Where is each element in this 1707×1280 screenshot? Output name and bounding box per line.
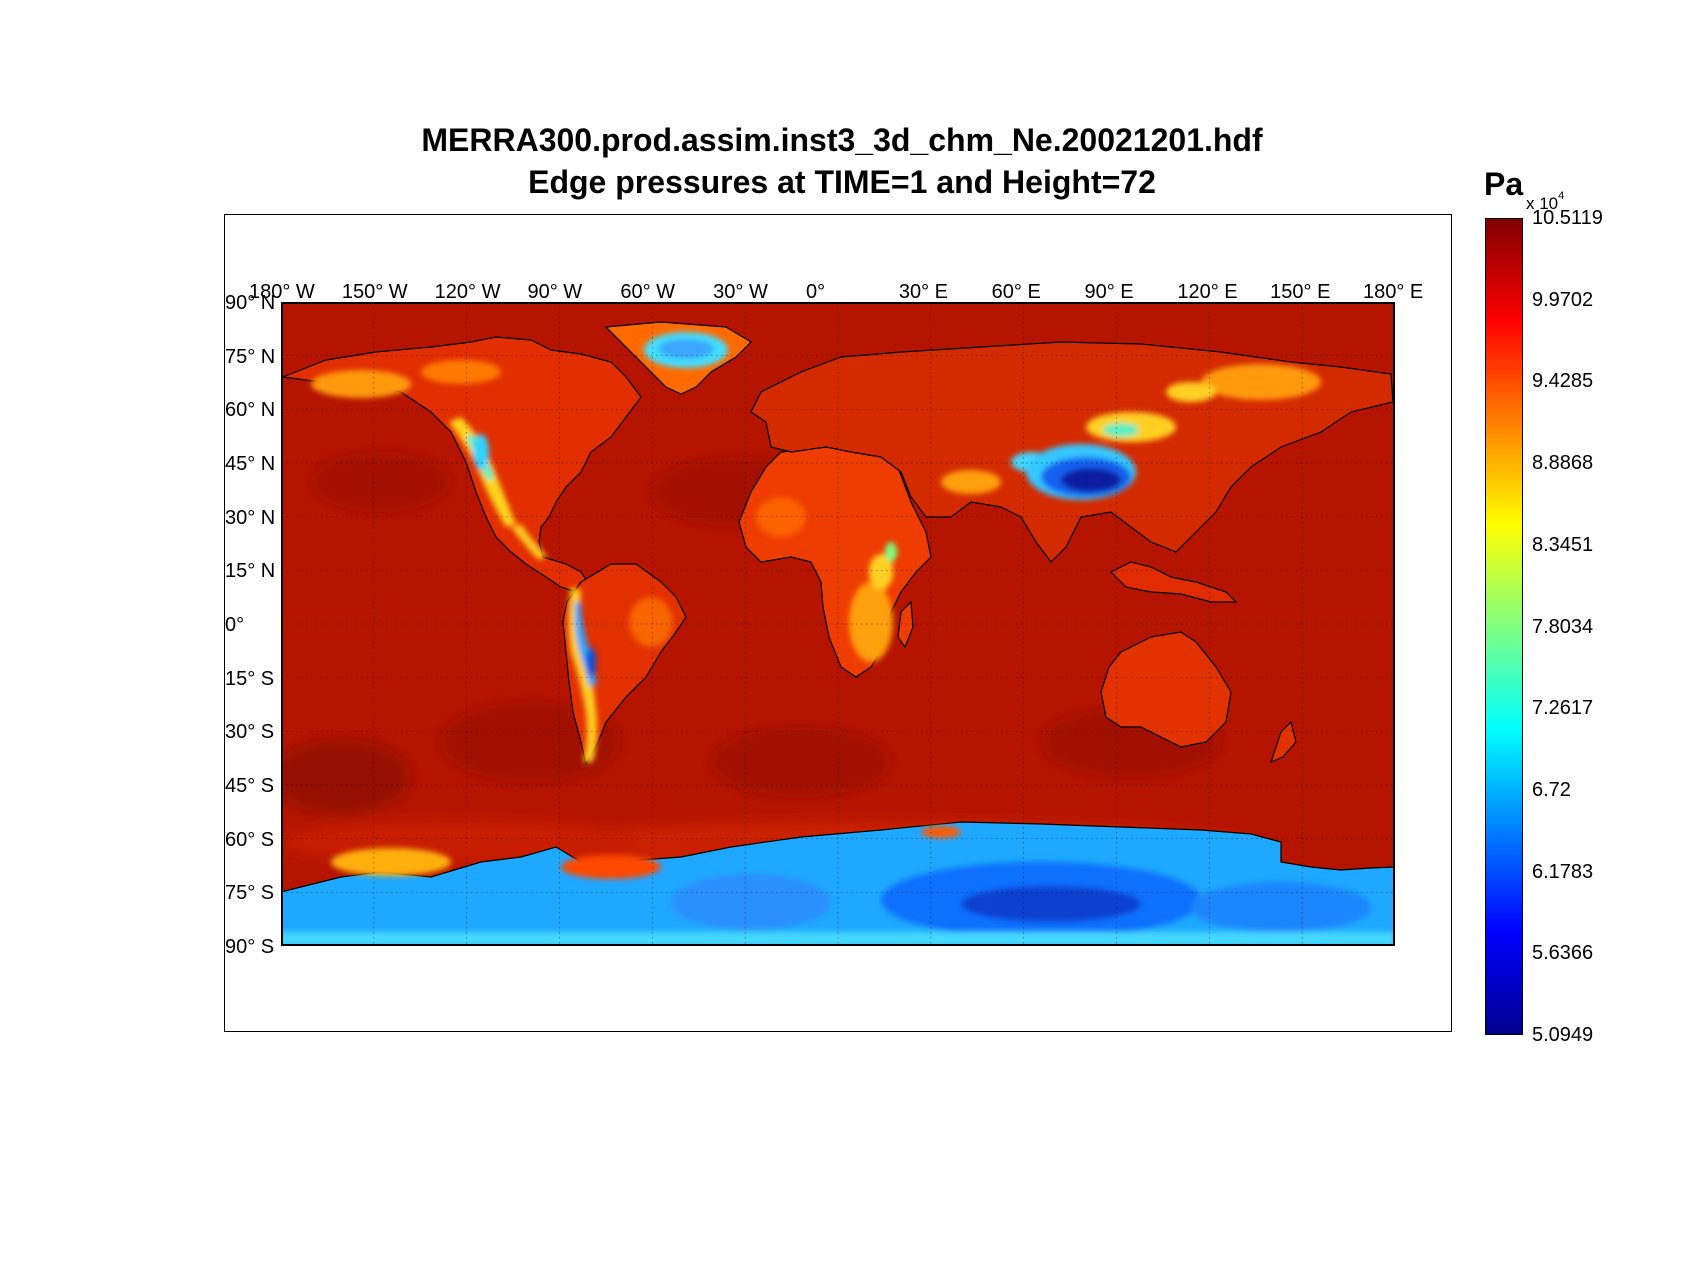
colorbar-scale: x 104 — [1526, 190, 1565, 213]
longitude-label: 120° E — [1177, 281, 1238, 303]
map-border — [281, 302, 1395, 946]
colorbar-tick-label: 5.6366 — [1532, 942, 1594, 965]
latitude-label: 75° N — [225, 345, 276, 368]
longitude-label: 60° E — [991, 281, 1041, 303]
colorbar-tick-label: 5.0949 — [1532, 1024, 1594, 1046]
longitude-label: 150° E — [1270, 281, 1331, 303]
latitude-label: 45° S — [225, 775, 275, 797]
colorbar-unit: Pa — [1484, 166, 1524, 202]
north-america — [281, 336, 642, 593]
latitude-label: 60° S — [225, 828, 275, 851]
latitude-label: 30° N — [225, 506, 276, 529]
colorbar-tick-label: 8.8868 — [1532, 452, 1594, 475]
longitude-label: 150° W — [341, 281, 408, 303]
chart-subtitle: Edge pressures at TIME=1 and Height=72 — [528, 164, 1156, 200]
colorbar-tick-label: 6.72 — [1532, 778, 1571, 801]
graticule — [281, 302, 1395, 946]
latitude-label: 45° N — [225, 453, 276, 475]
latitude-label: 30° S — [225, 721, 275, 744]
colorbar-tick-label: 9.4285 — [1532, 370, 1594, 393]
longitude-label: 180° E — [1363, 281, 1424, 303]
colorbar-tick-label: 6.1783 — [1532, 860, 1594, 883]
australia — [1100, 631, 1232, 748]
latitude-label: 15° N — [225, 560, 276, 583]
longitude-label: 90° E — [1084, 281, 1134, 303]
longitude-label: 30° W — [713, 281, 768, 303]
colorbar-tick-label: 7.2617 — [1532, 697, 1594, 720]
latitude-label: 90° S — [225, 936, 275, 958]
southeast-asia-islands — [1109, 561, 1238, 603]
longitude-label: 60° W — [620, 281, 676, 303]
longitude-label: 0° — [806, 281, 826, 303]
latitude-label: 75° S — [225, 882, 275, 905]
new-zealand — [1270, 720, 1297, 764]
map-plot — [281, 302, 1395, 946]
colorbar-tick-label: 7.8034 — [1532, 615, 1594, 638]
longitude-label: 120° W — [434, 281, 501, 303]
colorbar-tick-label: 10.5119 — [1532, 207, 1603, 229]
latitude-label: 60° N — [225, 399, 276, 422]
latitude-label: 0° — [225, 614, 245, 636]
colorbar — [1485, 218, 1523, 1035]
colorbar-tick-label: 8.3451 — [1532, 533, 1594, 556]
colorbar-tick-label: 9.9702 — [1532, 288, 1594, 311]
longitude-label: 30° E — [898, 281, 948, 303]
latitude-label: 15° S — [225, 667, 275, 690]
longitude-label: 180° W — [249, 281, 315, 303]
madagascar — [897, 600, 914, 649]
latitude-label: 90° N — [225, 292, 276, 314]
chart-title: MERRA300.prod.assim.inst3_3d_chm_Ne.2002… — [421, 122, 1263, 158]
elevation-detail — [281, 332, 1395, 946]
longitude-label: 90° W — [527, 281, 583, 303]
